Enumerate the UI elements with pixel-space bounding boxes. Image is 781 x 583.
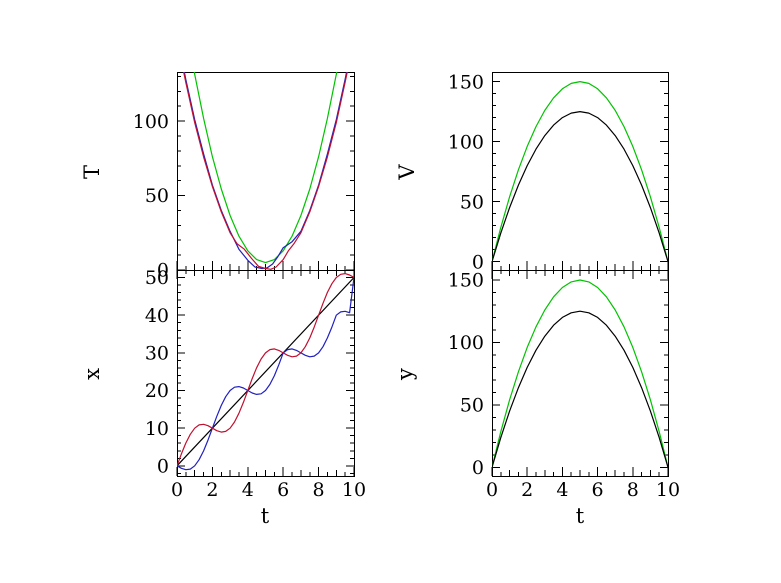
x-panel-blue-curve	[177, 277, 354, 471]
V-axis-label: V	[395, 164, 419, 181]
x-panel-ytick-label: 10	[145, 418, 169, 440]
y-panel-ytick-label: 150	[448, 270, 484, 292]
x-panel-xtick-label: 10	[342, 479, 366, 501]
V-panel-black-curve	[492, 110, 668, 262]
y-panel-ytick-label: 50	[460, 394, 484, 416]
T-panel-frame	[177, 72, 355, 271]
T-panel-ytick-label: 100	[133, 111, 169, 133]
t-axis-label-right: t	[576, 504, 585, 528]
x-panel-xtick-label: 8	[313, 479, 325, 501]
x-panel-xtick-label: 4	[242, 479, 254, 501]
x-panel-ytick-label: 40	[145, 305, 169, 327]
t-axis-label-left: t	[261, 504, 270, 528]
V-panel-ytick-label: 100	[448, 131, 484, 153]
y-panel-xtick-label: 0	[486, 479, 498, 501]
T-panel-ytick-label: 50	[145, 185, 169, 207]
x-axis-label: x	[80, 368, 104, 380]
y-panel-xtick-label: 8	[627, 479, 639, 501]
T-panel-red-curve	[183, 72, 348, 270]
T-panel-ytick-label: 0	[157, 260, 169, 282]
y-panel-green-curve	[492, 279, 668, 468]
V-panel-ytick-label: 150	[448, 71, 484, 93]
T-panel-blue-curve	[183, 72, 348, 270]
y-panel-xtick-label: 4	[556, 479, 568, 501]
y-panel-xtick-label: 2	[521, 479, 533, 501]
x-panel-black-curve	[177, 277, 354, 467]
y-panel-ytick-label: 100	[448, 332, 484, 354]
V-panel-ytick-label: 50	[460, 191, 484, 213]
y-panel-ytick-label: 0	[472, 457, 484, 479]
x-panel-ytick-label: 30	[145, 343, 169, 365]
x-panel-ytick-label: 50	[145, 267, 169, 289]
x-panel-ytick-label: 20	[145, 380, 169, 402]
T-panel-green-curve	[193, 72, 338, 264]
x-panel-xtick-label: 0	[171, 479, 183, 501]
x-panel-frame	[177, 270, 355, 477]
y-panel-xtick-label: 6	[592, 479, 604, 501]
V-panel-green-curve	[492, 80, 668, 262]
y-axis-label: y	[393, 368, 417, 381]
x-panel-xtick-label: 6	[277, 479, 289, 501]
x-panel-xtick-label: 2	[206, 479, 218, 501]
x-panel-red-curve	[177, 273, 354, 467]
y-panel-black-curve	[492, 310, 668, 468]
x-panel-ytick-label: 0	[157, 455, 169, 477]
T-axis-label: T	[80, 165, 104, 179]
V-panel-ytick-label: 0	[472, 251, 484, 273]
y-panel-xtick-label: 10	[656, 479, 680, 501]
